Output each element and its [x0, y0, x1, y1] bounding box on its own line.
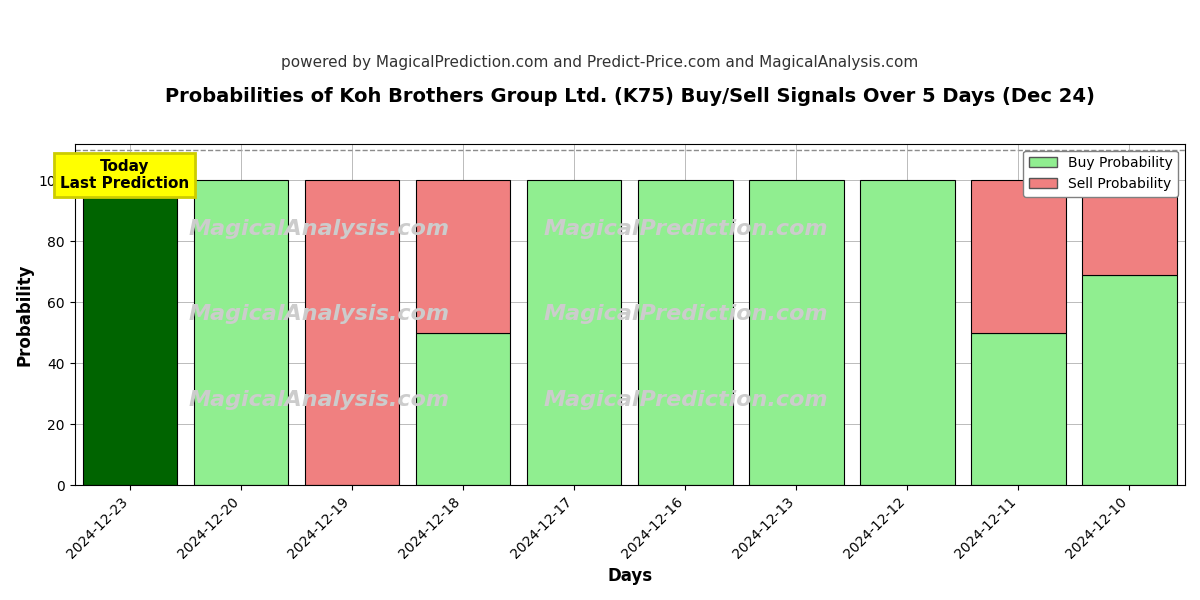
Bar [860, 180, 955, 485]
Y-axis label: Probability: Probability [16, 263, 34, 365]
Bar [527, 180, 622, 485]
Title: Probabilities of Koh Brothers Group Ltd. (K75) Buy/Sell Signals Over 5 Days (Dec: Probabilities of Koh Brothers Group Ltd.… [164, 87, 1094, 106]
Bar [1082, 180, 1177, 275]
Text: MagicalAnalysis.com: MagicalAnalysis.com [188, 390, 450, 410]
Text: Today
Last Prediction: Today Last Prediction [60, 159, 190, 191]
Legend: Buy Probability, Sell Probability: Buy Probability, Sell Probability [1024, 151, 1178, 197]
Bar [416, 333, 510, 485]
Bar [971, 180, 1066, 333]
Text: MagicalPrediction.com: MagicalPrediction.com [544, 390, 828, 410]
Bar [305, 180, 400, 485]
Text: MagicalAnalysis.com: MagicalAnalysis.com [188, 219, 450, 239]
Text: MagicalAnalysis.com: MagicalAnalysis.com [188, 304, 450, 325]
Text: MagicalPrediction.com: MagicalPrediction.com [544, 219, 828, 239]
Bar [971, 333, 1066, 485]
Text: MagicalPrediction.com: MagicalPrediction.com [544, 304, 828, 325]
Text: powered by MagicalPrediction.com and Predict-Price.com and MagicalAnalysis.com: powered by MagicalPrediction.com and Pre… [281, 55, 919, 70]
Bar [749, 180, 844, 485]
Bar [638, 180, 732, 485]
Bar [194, 180, 288, 485]
X-axis label: Days: Days [607, 567, 653, 585]
Bar [416, 180, 510, 333]
Bar [1082, 275, 1177, 485]
Bar [83, 180, 178, 485]
